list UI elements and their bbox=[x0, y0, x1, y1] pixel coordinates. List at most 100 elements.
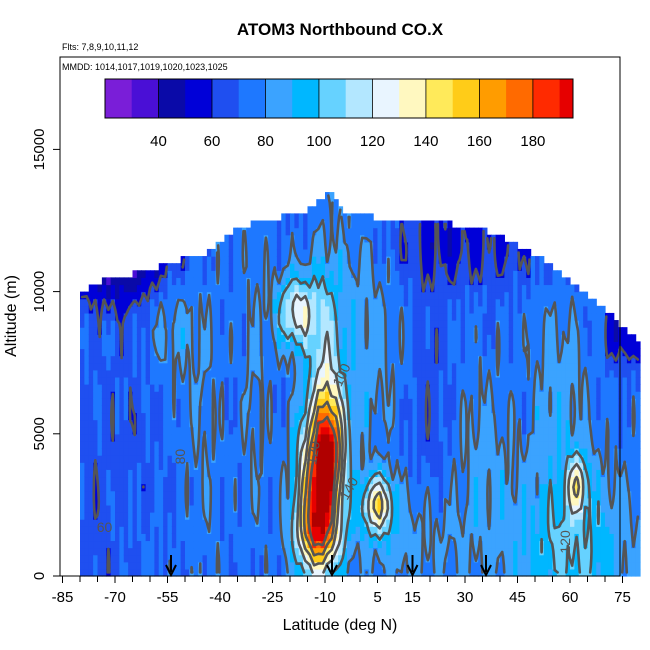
heatmap-cell bbox=[395, 497, 400, 506]
heatmap-cell bbox=[255, 440, 260, 449]
heatmap-cell bbox=[469, 305, 475, 314]
heatmap-cell bbox=[500, 355, 505, 364]
heatmap-cell bbox=[154, 526, 160, 534]
heatmap-cell bbox=[338, 298, 344, 307]
heatmap-cell bbox=[390, 334, 396, 342]
heatmap-cell bbox=[447, 305, 453, 314]
heatmap-cell bbox=[412, 512, 418, 520]
heatmap-cell bbox=[272, 440, 278, 449]
heatmap-cell bbox=[115, 561, 120, 570]
heatmap-cell bbox=[386, 405, 392, 414]
heatmap-cell bbox=[88, 440, 94, 449]
heatmap-cell bbox=[101, 355, 107, 364]
heatmap-cell bbox=[298, 312, 304, 321]
heatmap-cell bbox=[434, 270, 440, 278]
heatmap-cell bbox=[132, 312, 138, 321]
heatmap-cell bbox=[416, 448, 422, 456]
heatmap-cell bbox=[351, 561, 357, 570]
heatmap-cell bbox=[307, 241, 313, 250]
heatmap-cell bbox=[395, 284, 400, 293]
heatmap-cell bbox=[158, 512, 164, 520]
heatmap-cell bbox=[185, 455, 190, 463]
heatmap-cell bbox=[246, 526, 252, 534]
heatmap-cell bbox=[517, 348, 523, 357]
heatmap-cell bbox=[119, 462, 125, 470]
heatmap-cell bbox=[473, 234, 479, 243]
heatmap-cell bbox=[416, 497, 422, 506]
heatmap-cell bbox=[250, 490, 256, 499]
heatmap-cell bbox=[473, 568, 479, 577]
heatmap-cell bbox=[386, 291, 392, 300]
heatmap-cell bbox=[224, 455, 230, 463]
heatmap-cell bbox=[268, 504, 274, 513]
heatmap-cell bbox=[281, 341, 287, 350]
heatmap-cell bbox=[241, 305, 247, 314]
heatmap-cell bbox=[189, 384, 195, 392]
heatmap-cell bbox=[320, 263, 326, 271]
heatmap-cell bbox=[101, 490, 107, 499]
heatmap-cell bbox=[233, 277, 239, 286]
heatmap-cell bbox=[250, 398, 256, 406]
heatmap-cell bbox=[163, 469, 169, 478]
heatmap-cell bbox=[294, 419, 300, 428]
heatmap-cell bbox=[430, 376, 435, 385]
heatmap-cell bbox=[154, 490, 160, 499]
heatmap-cell bbox=[145, 433, 151, 442]
heatmap-cell bbox=[167, 334, 173, 342]
heatmap-cell bbox=[97, 547, 103, 556]
heatmap-cell bbox=[364, 248, 370, 257]
heatmap-cell bbox=[80, 305, 85, 314]
heatmap-cell bbox=[88, 540, 94, 549]
heatmap-cell bbox=[180, 561, 186, 570]
heatmap-cell bbox=[399, 540, 405, 549]
heatmap-cell bbox=[233, 540, 239, 549]
heatmap-cell bbox=[373, 384, 379, 392]
heatmap-cell bbox=[285, 348, 291, 357]
heatmap-cell bbox=[416, 277, 422, 286]
heatmap-cell bbox=[395, 533, 400, 542]
heatmap-cell bbox=[447, 519, 453, 527]
heatmap-cell bbox=[316, 248, 322, 257]
heatmap-cell bbox=[408, 433, 414, 442]
heatmap-cell bbox=[320, 369, 326, 378]
heatmap-cell bbox=[447, 455, 453, 463]
heatmap-cell bbox=[421, 440, 427, 449]
heatmap-cell bbox=[508, 405, 514, 414]
heatmap-cell bbox=[246, 433, 252, 442]
heatmap-cell bbox=[491, 384, 497, 392]
heatmap-cell bbox=[215, 504, 221, 513]
heatmap-cell bbox=[268, 362, 274, 371]
heatmap-cell bbox=[430, 476, 435, 485]
heatmap-cell bbox=[88, 341, 94, 350]
heatmap-cell bbox=[438, 405, 444, 414]
heatmap-cell bbox=[338, 248, 344, 257]
heatmap-cell bbox=[460, 284, 466, 293]
heatmap-cell bbox=[346, 540, 352, 549]
heatmap-cell bbox=[163, 398, 169, 406]
heatmap-cell bbox=[206, 263, 212, 271]
heatmap-cell bbox=[364, 263, 370, 271]
heatmap-cell bbox=[355, 497, 361, 506]
heatmap-cell bbox=[368, 440, 374, 449]
heatmap-cell bbox=[259, 476, 265, 485]
heatmap-cell bbox=[351, 334, 357, 342]
heatmap-cell bbox=[355, 519, 361, 527]
heatmap-cell bbox=[106, 277, 112, 286]
heatmap-cell bbox=[119, 440, 125, 449]
heatmap-cell bbox=[150, 540, 155, 549]
heatmap-cell bbox=[521, 298, 527, 307]
heatmap-cell bbox=[451, 355, 457, 364]
heatmap-cell bbox=[333, 405, 339, 414]
heatmap-cell bbox=[368, 220, 374, 229]
heatmap-cell bbox=[338, 426, 344, 435]
heatmap-cell bbox=[478, 426, 484, 435]
heatmap-cell bbox=[167, 483, 173, 492]
heatmap-cell bbox=[447, 234, 453, 243]
heatmap-cell bbox=[500, 341, 505, 350]
heatmap-cell bbox=[473, 284, 479, 293]
heatmap-cell bbox=[386, 469, 392, 478]
heatmap-cell bbox=[150, 355, 155, 364]
heatmap-cell bbox=[145, 376, 151, 385]
heatmap-cell bbox=[390, 455, 396, 463]
heatmap-cell bbox=[421, 568, 427, 577]
